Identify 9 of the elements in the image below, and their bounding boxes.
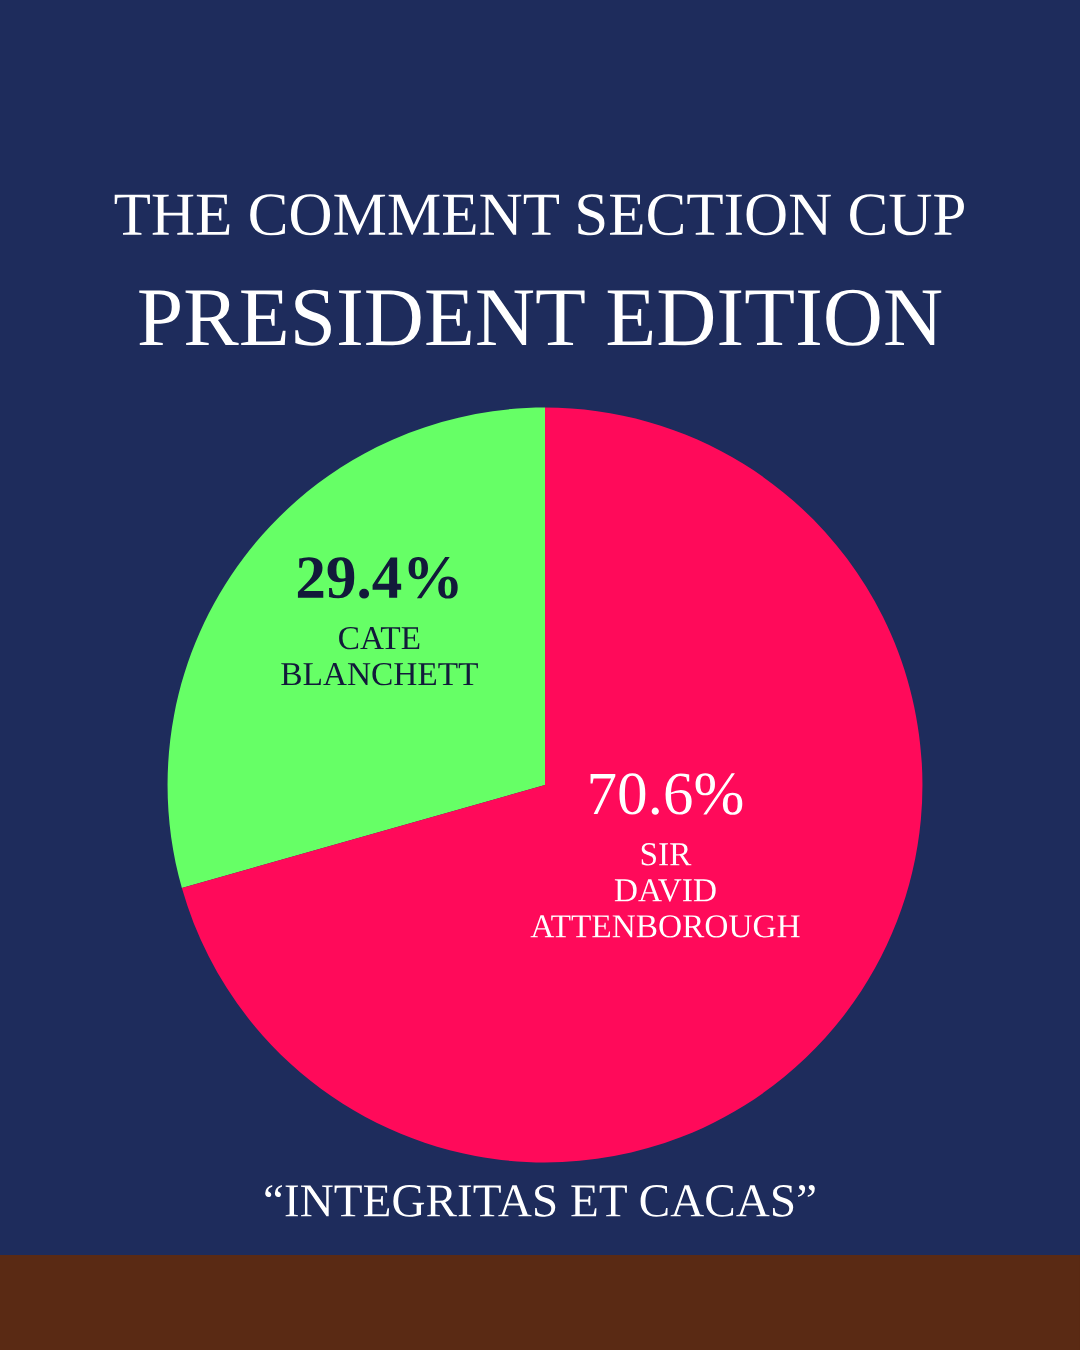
slice-label: CATE BLANCHETT [281, 626, 478, 686]
slice-label: SIR DAVID ATTENBOROUGH [530, 843, 800, 938]
data-label: 70.6% [590, 773, 743, 815]
text: “INTEGRITAS ET CACAS” [265, 1184, 815, 1217]
pie-slice [181, 407, 923, 1163]
chart-subtitle: PRESIDENT EDITION [139, 289, 942, 346]
data-label: 29.4% [297, 557, 458, 599]
chart-title: THE COMMENT SECTION CUP [114, 194, 964, 236]
pie-slice [167, 407, 545, 889]
